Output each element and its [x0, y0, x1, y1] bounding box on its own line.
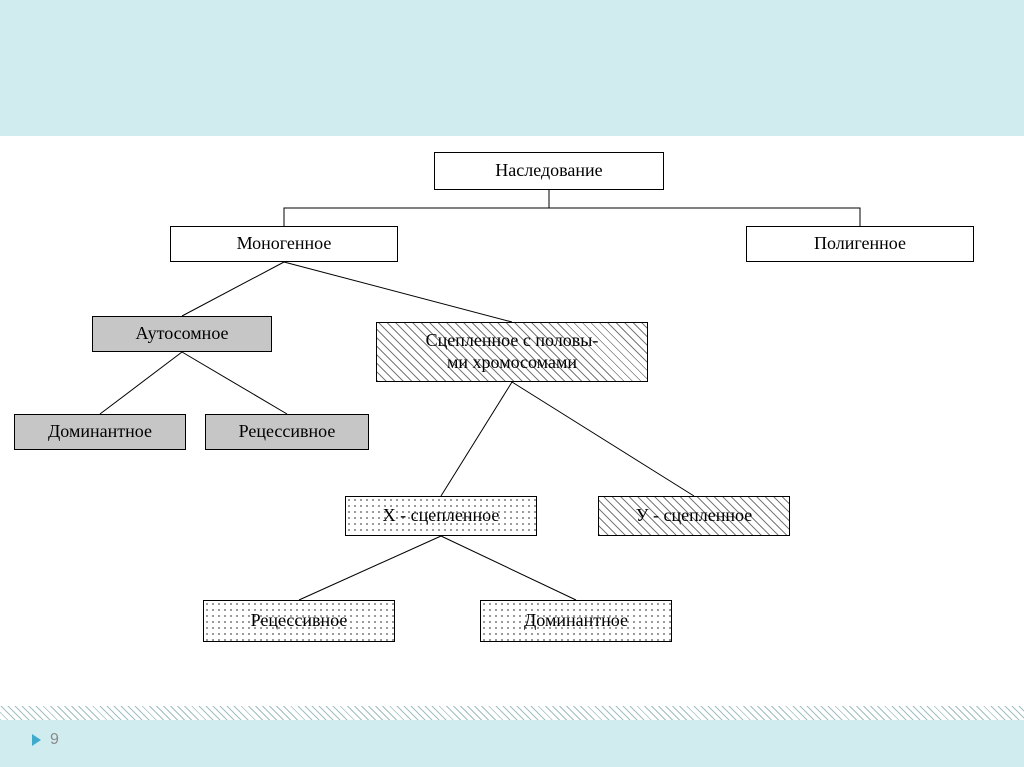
- flowchart: Наследование Моногенное Полигенное Аутосомн…: [0, 0, 1024, 767]
- node-label: Доминантное: [524, 610, 628, 632]
- node-label: Доминантное: [48, 421, 152, 443]
- page-marker-icon: [32, 734, 41, 746]
- bottom-hatch: [0, 706, 1024, 720]
- node-recessive2: Рецессивное: [203, 600, 395, 642]
- node-sexlinked: Сцепленное с половы- ми хромосомами: [376, 322, 648, 382]
- node-label: Моногенное: [237, 233, 332, 255]
- node-monogenic: Моногенное: [170, 226, 398, 262]
- node-recessive1: Рецессивное: [205, 414, 369, 450]
- node-label: Наследование: [495, 160, 602, 182]
- node-xlinked: Х - сцепленное: [345, 496, 537, 536]
- node-label: Х - сцепленное: [383, 505, 500, 527]
- node-label: Сцепленное с половы- ми хромосомами: [426, 330, 599, 373]
- node-label: Рецессивное: [239, 421, 336, 443]
- node-dominant2: Доминантное: [480, 600, 672, 642]
- node-autosomal: Аутосомное: [92, 316, 272, 352]
- node-label: У - сцепленное: [636, 505, 752, 527]
- node-label: Аутосомное: [135, 323, 228, 345]
- node-root: Наследование: [434, 152, 664, 190]
- node-ylinked: У - сцепленное: [598, 496, 790, 536]
- bottom-bar: [0, 720, 1024, 767]
- node-polygenic: Полигенное: [746, 226, 974, 262]
- node-label: Рецессивное: [251, 610, 348, 632]
- node-label: Полигенное: [814, 233, 906, 255]
- node-dominant1: Доминантное: [14, 414, 186, 450]
- page-number: 9: [50, 731, 59, 749]
